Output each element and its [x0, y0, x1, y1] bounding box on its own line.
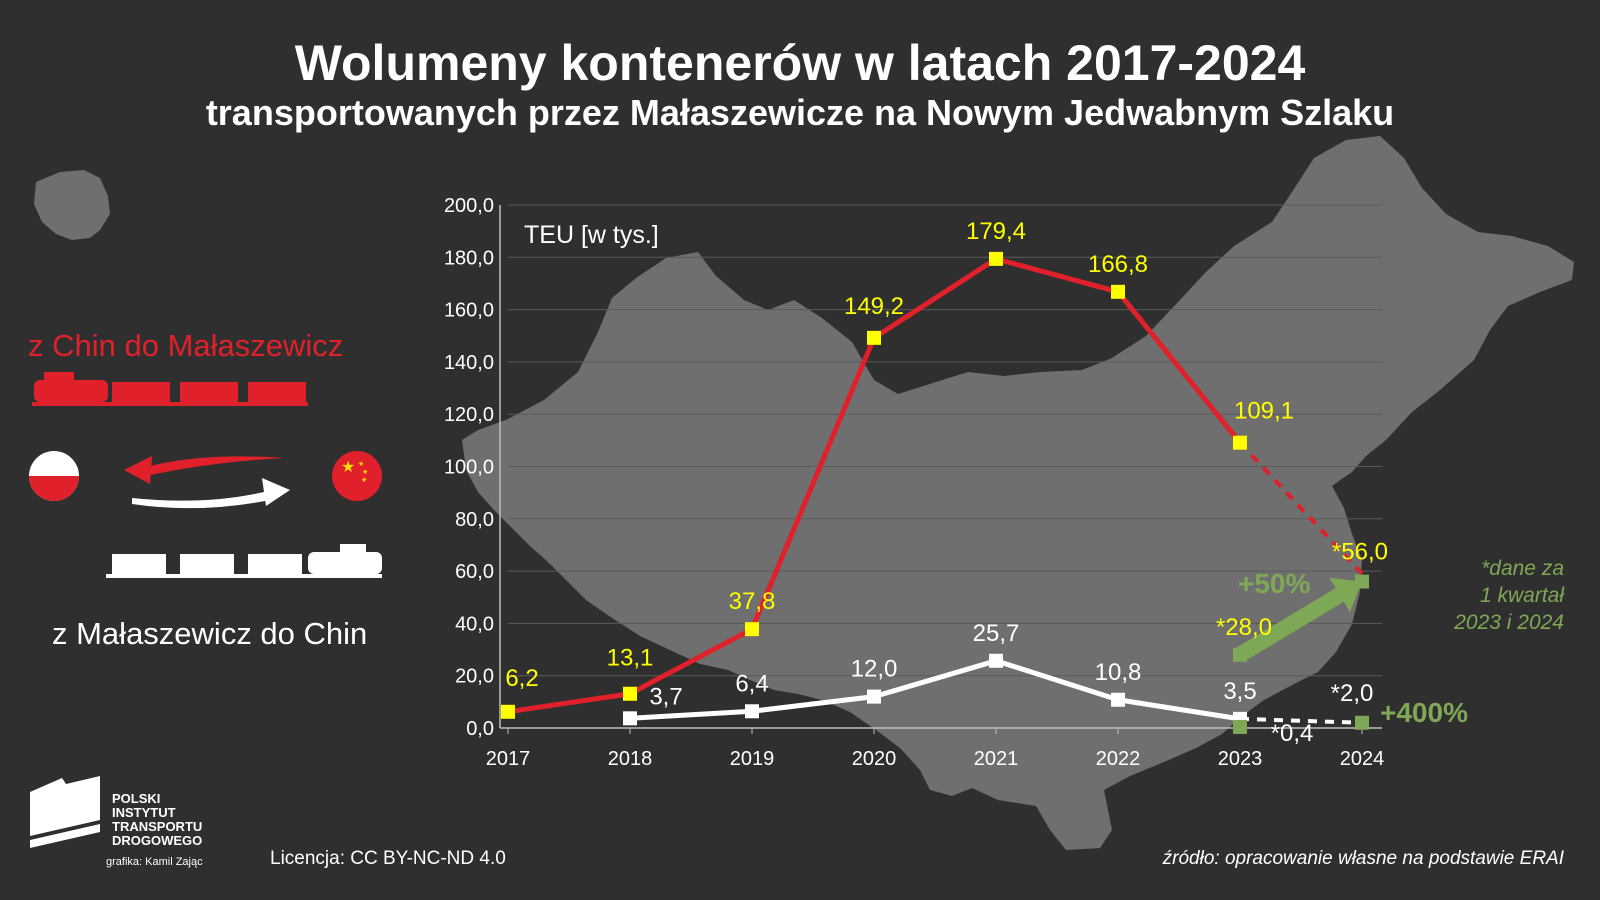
- arrow-to-china-icon: [132, 478, 290, 509]
- poland-map-icon: [34, 170, 110, 240]
- series-line-outbound: [629, 658, 1241, 722]
- change-annotation-inbound: +50%: [1238, 568, 1310, 599]
- data-label-outbound: 3,5: [1223, 678, 1256, 705]
- data-point-inbound: [867, 330, 881, 345]
- data-label-quarter-outbound: *2,0: [1331, 680, 1374, 707]
- data-label-inbound: 179,4: [966, 218, 1026, 245]
- y-axis-label: TEU [w tys.]: [524, 221, 659, 249]
- change-annotation-outbound: +400%: [1380, 697, 1468, 728]
- data-label-inbound: 109,1: [1234, 398, 1294, 425]
- y-tick-label: 100,0: [444, 457, 494, 479]
- page-subtitle: transportowanych przez Małaszewicze na N…: [205, 92, 1395, 133]
- svg-text:★: ★: [361, 476, 367, 484]
- train-icon: [106, 544, 382, 578]
- data-point-inbound: [501, 704, 515, 719]
- logo-line: DROGOWEGO: [112, 833, 203, 848]
- data-label-outbound: 25,7: [973, 620, 1020, 647]
- page-title: Wolumeny kontenerów w latach 2017-2024: [294, 35, 1306, 91]
- y-tick-label: 180,0: [444, 247, 494, 269]
- logo-line: TRANSPORTU: [112, 819, 203, 834]
- data-point-quarter-outbound: [1355, 715, 1369, 730]
- train-icon: [32, 372, 308, 406]
- data-label-inbound: 13,1: [607, 645, 654, 672]
- y-tick-label: 20,0: [455, 666, 494, 688]
- x-tick-label: 2019: [730, 748, 775, 770]
- y-tick-label: 140,0: [444, 352, 494, 374]
- data-point-outbound: [989, 653, 1003, 668]
- data-label-quarter-outbound: *0,4: [1271, 720, 1314, 747]
- arrow-to-poland-icon: [124, 456, 284, 484]
- island-map: [1290, 470, 1312, 500]
- svg-text:★: ★: [341, 459, 355, 476]
- y-tick-label: 80,0: [455, 509, 494, 531]
- growth-arrow-head: [1329, 577, 1362, 613]
- quarter-note-line: 1 kwartał: [1479, 584, 1564, 607]
- x-tick-label: 2024: [1340, 748, 1385, 770]
- china-flag-icon: ★ ★ ★ ★: [332, 451, 382, 501]
- logo-icon: [30, 776, 100, 848]
- data-point-quarter-outbound: [1233, 719, 1247, 734]
- data-label-inbound: 166,8: [1088, 251, 1148, 278]
- y-tick-label: 0,0: [466, 718, 494, 740]
- data-point-outbound: [623, 711, 637, 726]
- y-tick-label: 40,0: [455, 613, 494, 635]
- source-text: źródło: opracowanie własne na podstawie …: [1162, 848, 1564, 869]
- y-tick-label: 160,0: [444, 300, 494, 322]
- y-tick-label: 120,0: [444, 404, 494, 426]
- data-point-outbound: [745, 704, 759, 719]
- data-point-inbound: [623, 686, 637, 701]
- x-tick-label: 2022: [1096, 748, 1141, 770]
- data-point-quarter-inbound: [1355, 574, 1369, 589]
- logo-text: POLSKI INSTYTUT TRANSPORTU DROGOWEGO: [112, 792, 202, 848]
- license-text: Licencja: CC BY-NC-ND 4.0: [270, 848, 506, 869]
- outbound-label: z Małaszewicz do Chin: [52, 616, 368, 651]
- y-tick-label: 200,0: [444, 195, 494, 217]
- inbound-label: z Chin do Małaszewicz: [28, 328, 344, 363]
- data-label-quarter-inbound: *28,0: [1216, 614, 1272, 641]
- quarter-note: *dane za 1 kwartał 2023 i 2024: [1454, 555, 1564, 636]
- quarter-note-line: *dane za: [1481, 557, 1564, 580]
- y-tick-label: 60,0: [455, 561, 494, 583]
- svg-text:★: ★: [362, 468, 368, 476]
- data-label-inbound: 6,2: [505, 665, 538, 692]
- data-label-quarter-inbound: *56,0: [1332, 539, 1388, 566]
- poland-flag-icon: [29, 451, 79, 501]
- x-tick-label: 2017: [486, 748, 531, 770]
- svg-text:★: ★: [358, 460, 364, 468]
- graphic-credit: grafika: Kamil Zając: [106, 856, 203, 868]
- china-map: [462, 136, 1574, 850]
- x-tick-label: 2018: [608, 748, 653, 770]
- logo-line: INSTYTUT: [112, 805, 176, 820]
- data-point-outbound: [1111, 692, 1125, 707]
- data-label-inbound: 149,2: [844, 293, 904, 320]
- data-point-outbound: [867, 689, 881, 704]
- data-label-outbound: 12,0: [851, 656, 898, 683]
- data-label-outbound: 3,7: [649, 683, 682, 710]
- growth-arrow-shaft: [1235, 588, 1344, 662]
- data-point-inbound: [1233, 435, 1247, 450]
- data-point-inbound: [745, 622, 759, 637]
- x-tick-label: 2021: [974, 748, 1019, 770]
- data-label-outbound: 6,4: [735, 670, 768, 697]
- data-label-outbound: 10,8: [1095, 659, 1142, 686]
- data-point-inbound: [1111, 284, 1125, 299]
- x-tick-label: 2023: [1218, 748, 1263, 770]
- data-label-inbound: 37,8: [729, 588, 776, 615]
- logo-line: POLSKI: [112, 791, 161, 806]
- data-point-quarter-inbound: [1233, 647, 1247, 662]
- quarter-note-line: 2023 i 2024: [1454, 611, 1564, 634]
- data-point-inbound: [989, 251, 1003, 266]
- x-tick-label: 2020: [852, 748, 897, 770]
- trend-line-inbound: [1238, 441, 1364, 575]
- trend-line-outbound: [1239, 716, 1363, 725]
